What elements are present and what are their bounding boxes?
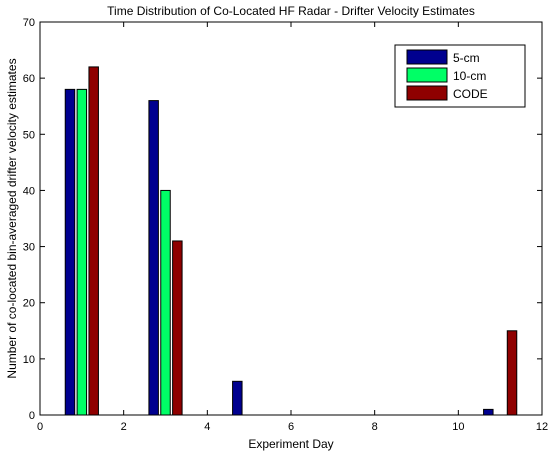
y-tick-label: 60 — [23, 73, 35, 85]
y-tick-label: 20 — [23, 298, 35, 310]
legend-label-code: CODE — [453, 87, 488, 101]
x-axis-label: Experiment Day — [248, 437, 333, 451]
legend-label-10-cm: 10-cm — [453, 69, 486, 83]
x-tick-label: 6 — [288, 421, 294, 433]
bar-5-cm-1 — [148, 100, 159, 416]
legend-swatch-5-cm — [406, 49, 448, 65]
plot-frame — [39, 21, 543, 416]
bar-10-cm-0 — [76, 88, 88, 416]
bar-5-cm-0 — [64, 88, 76, 416]
legend-swatch-code — [406, 85, 448, 101]
x-tick-label: 8 — [372, 421, 378, 433]
x-tick-label: 0 — [37, 421, 43, 433]
legend-swatch-10-cm — [406, 67, 448, 83]
y-tick-label: 30 — [23, 242, 35, 254]
x-tick-label: 4 — [204, 421, 210, 433]
legend: 5-cm 10-cm CODE — [394, 44, 526, 108]
y-tick-label: 40 — [23, 185, 35, 197]
bar-code-1 — [172, 240, 183, 416]
bar-10-cm-1 — [160, 189, 171, 416]
bar-code-5 — [506, 330, 518, 416]
bar-code-0 — [88, 66, 99, 416]
bars-group — [64, 66, 518, 416]
y-tick-label: 70 — [23, 17, 35, 29]
chart-title: Time Distribution of Co-Located HF Radar… — [107, 4, 475, 18]
x-tick-label: 12 — [536, 421, 548, 433]
y-axis-label: Number of co-located bin-averaged drifte… — [5, 58, 19, 378]
legend-label-5-cm: 5-cm — [453, 51, 480, 65]
axis-ticks: 0 2 4 6 8 10 12 0 10 20 30 40 50 60 70 — [23, 17, 548, 433]
bar-5-cm-5 — [483, 408, 494, 416]
y-tick-label: 10 — [23, 354, 35, 366]
y-tick-label: 50 — [23, 129, 35, 141]
bar-5-cm-2 — [232, 380, 243, 416]
y-tick-label: 0 — [29, 410, 35, 422]
x-tick-label: 10 — [452, 421, 464, 433]
x-tick-label: 2 — [121, 421, 127, 433]
